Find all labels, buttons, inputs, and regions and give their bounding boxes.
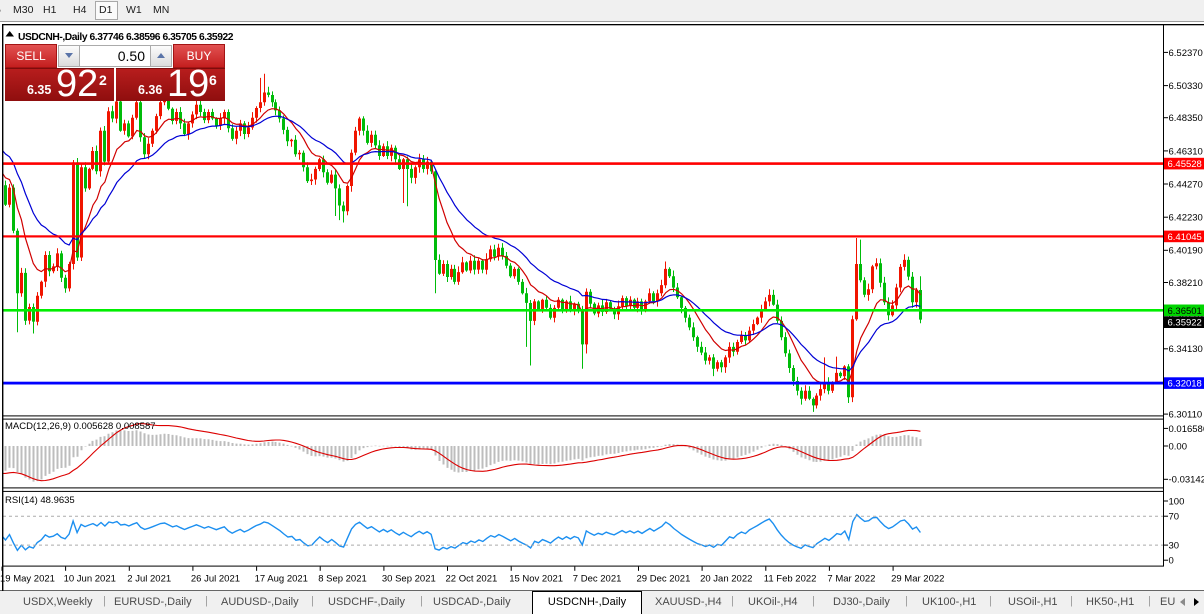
svg-text:29 Mar 2022: 29 Mar 2022 <box>891 574 944 585</box>
svg-text:22 Oct 2021: 22 Oct 2021 <box>446 574 498 585</box>
svg-text:6.40190: 6.40190 <box>1169 246 1203 257</box>
svg-text:29 Dec 2021: 29 Dec 2021 <box>637 574 691 585</box>
svg-text:6.35922: 6.35922 <box>1168 318 1202 329</box>
svg-text:USDCNH-,Daily 6.37746 6.38596: USDCNH-,Daily 6.37746 6.38596 6.35705 6.… <box>18 32 234 43</box>
svg-text:MACD(12,26,9) 0.005628 0.00858: MACD(12,26,9) 0.005628 0.008587 <box>5 421 156 432</box>
svg-text:6.45528: 6.45528 <box>1168 159 1202 170</box>
svg-text:6.32018: 6.32018 <box>1168 379 1202 390</box>
svg-text:7 Dec 2021: 7 Dec 2021 <box>573 574 622 585</box>
svg-text:70: 70 <box>1169 512 1180 523</box>
svg-text:6.48350: 6.48350 <box>1169 113 1203 124</box>
svg-text:6.44270: 6.44270 <box>1169 179 1203 190</box>
svg-text:6.30110: 6.30110 <box>1169 410 1203 421</box>
svg-text:6.34130: 6.34130 <box>1169 344 1203 355</box>
svg-text:17 Aug 2021: 17 Aug 2021 <box>255 574 308 585</box>
svg-text:6.41045: 6.41045 <box>1168 232 1202 243</box>
svg-text:6.36501: 6.36501 <box>1168 306 1202 317</box>
svg-text:6.50330: 6.50330 <box>1169 81 1203 92</box>
svg-text:8 Sep 2021: 8 Sep 2021 <box>318 574 367 585</box>
svg-text:100: 100 <box>1169 496 1185 507</box>
svg-text:0: 0 <box>1169 556 1174 567</box>
svg-text:0.00: 0.00 <box>1169 441 1188 452</box>
svg-text:6.46310: 6.46310 <box>1169 146 1203 157</box>
svg-text:RSI(14) 48.9635: RSI(14) 48.9635 <box>5 495 75 506</box>
svg-text:7 Mar 2022: 7 Mar 2022 <box>827 574 875 585</box>
svg-text:6.52370: 6.52370 <box>1169 48 1203 59</box>
svg-text:15 Nov 2021: 15 Nov 2021 <box>509 574 563 585</box>
svg-text:11 Feb 2022: 11 Feb 2022 <box>764 574 817 585</box>
svg-text:0.016586: 0.016586 <box>1169 424 1204 435</box>
svg-text:6.42230: 6.42230 <box>1169 213 1203 224</box>
svg-text:30: 30 <box>1169 541 1180 552</box>
svg-text:6.38210: 6.38210 <box>1169 278 1203 289</box>
svg-text:2 Jul 2021: 2 Jul 2021 <box>127 574 171 585</box>
svg-text:20 Jan 2022: 20 Jan 2022 <box>700 574 752 585</box>
svg-text:26 Jul 2021: 26 Jul 2021 <box>191 574 240 585</box>
svg-text:19 May 2021: 19 May 2021 <box>0 574 55 585</box>
svg-text:10 Jun 2021: 10 Jun 2021 <box>64 574 116 585</box>
svg-text:30 Sep 2021: 30 Sep 2021 <box>382 574 436 585</box>
